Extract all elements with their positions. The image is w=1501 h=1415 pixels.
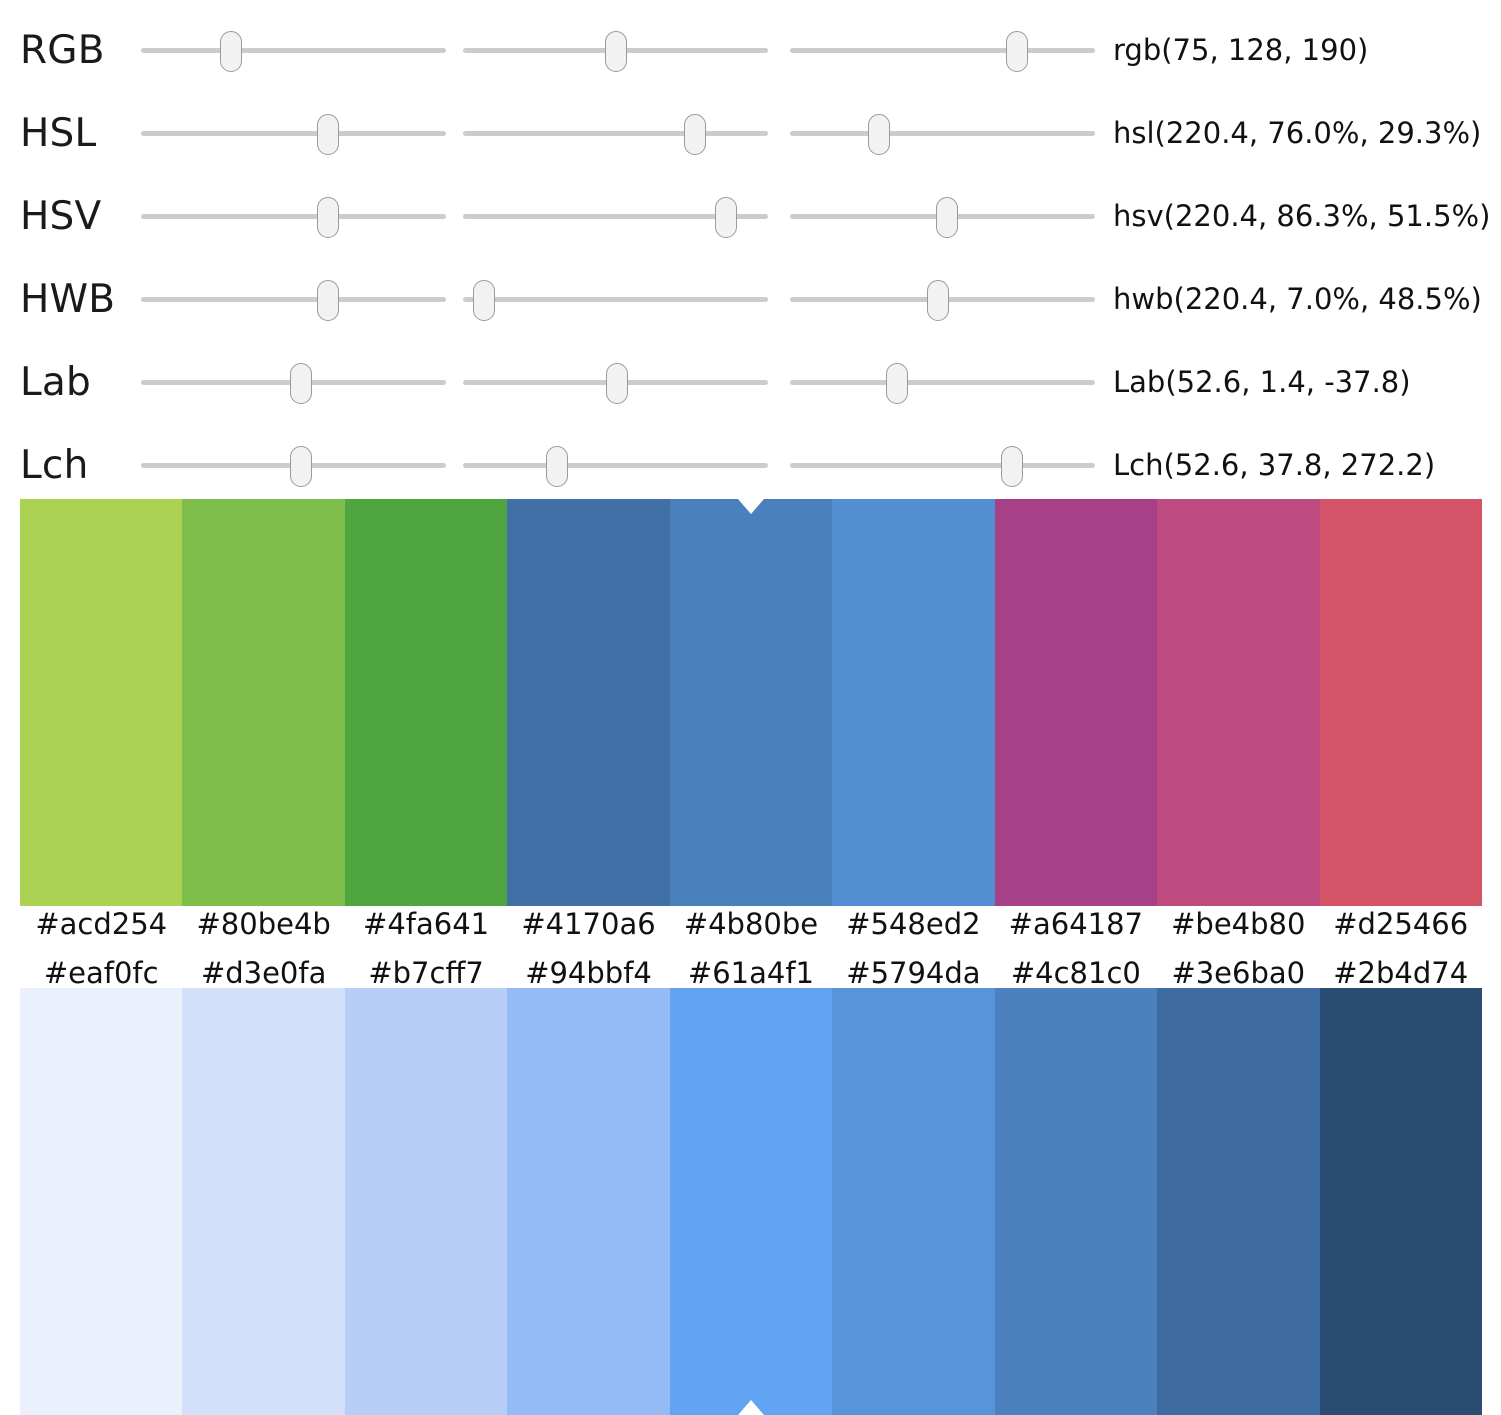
slider-track-rgb-blue[interactable] [790,48,1095,53]
color-swatch[interactable] [344,499,508,906]
slider-thumb-lch-chroma[interactable] [545,446,568,487]
slider-thumb-hsv-saturation[interactable] [715,197,738,238]
color-swatch[interactable] [1319,499,1482,906]
slider-track-hsl-saturation[interactable] [463,131,768,136]
slider-thumb-lch-hue[interactable] [1001,446,1024,487]
slider-track-lab-b[interactable] [790,380,1095,385]
slider-row-hwb: HWB hwb(220.4, 7.0%, 48.5%) [0,258,1501,341]
color-swatch[interactable] [669,988,833,1415]
color-swatch[interactable] [994,499,1158,906]
slider-row-label-lab: Lab [20,360,91,405]
slider-thumb-rgb-blue[interactable] [1006,31,1029,72]
swatch-hex-label: #d25466 [1333,907,1469,941]
swatch-hex-label: #be4b80 [1171,907,1306,941]
slider-row-label-rgb: RGB [20,28,105,73]
slider-thumb-lab-lightness[interactable] [290,363,313,404]
slider-row-label-lch: Lch [20,443,89,488]
slider-track-rgb-red[interactable] [141,48,446,53]
slider-track-hwb-whiteness[interactable] [463,297,768,302]
slider-thumb-lab-b[interactable] [886,363,909,404]
swatch-hex-label: #4c81c0 [1010,956,1141,990]
swatch-hex-label: #4b80be [683,907,819,941]
slider-thumb-hsv-hue[interactable] [316,197,339,238]
slider-thumb-hsv-value[interactable] [936,197,959,238]
color-value-rgb: rgb(75, 128, 190) [1113,33,1369,67]
color-swatch[interactable] [832,499,995,906]
swatch-hex-label: #a64187 [1008,907,1143,941]
slider-row-hsl: HSL hsl(220.4, 76.0%, 29.3%) [0,92,1501,175]
slider-thumb-lab-a[interactable] [606,363,629,404]
color-value-hsv: hsv(220.4, 86.3%, 51.5%) [1113,199,1491,233]
color-value-lch: Lch(52.6, 37.8, 272.2) [1113,448,1436,482]
color-swatch[interactable] [20,988,183,1415]
color-swatch[interactable] [1157,499,1320,906]
swatch-hex-label: #b7cff7 [368,956,484,990]
color-swatch[interactable] [507,988,670,1415]
hue-scale-hex-labels: #acd254 #80be4b #4fa641 #4170a6 #4b80be #548e… [20,902,1482,946]
slider-row-hsv: HSV hsv(220.4, 86.3%, 51.5%) [0,175,1501,258]
color-swatch[interactable] [344,988,508,1415]
swatch-hex-label: #548ed2 [846,907,981,941]
slider-row-label-hsl: HSL [20,111,97,156]
color-value-hwb: hwb(220.4, 7.0%, 48.5%) [1113,282,1482,316]
slider-thumb-hsl-hue[interactable] [316,114,339,155]
swatch-hex-label: #eaf0fc [43,956,159,990]
swatch-hex-label: #2b4d74 [1333,956,1469,990]
color-model-slider-panel: RGB rgb(75, 128, 190) HSL hsl(220.4, 76.0%,… [0,0,1501,499]
swatch-hex-label: #94bbf4 [525,956,652,990]
slider-row-lch: Lch Lch(52.6, 37.8, 272.2) [0,424,1501,507]
color-value-lab: Lab(52.6, 1.4, -37.8) [1113,365,1411,399]
slider-row-rgb: RGB rgb(75, 128, 190) [0,9,1501,92]
slider-thumb-hwb-hue[interactable] [316,280,339,321]
color-swatch[interactable] [832,988,995,1415]
slider-thumb-rgb-red[interactable] [219,31,242,72]
slider-thumb-rgb-green[interactable] [605,31,628,72]
slider-track-hwb-hue[interactable] [141,297,446,302]
slider-row-label-hsv: HSV [20,194,102,239]
swatch-hex-label: #80be4b [196,907,331,941]
slider-track-hsl-hue[interactable] [141,131,446,136]
color-swatch[interactable] [1319,988,1482,1415]
color-swatch[interactable] [507,499,670,906]
slider-track-hsv-saturation[interactable] [463,214,768,219]
slider-row-label-hwb: HWB [20,277,116,322]
slider-track-lch-chroma[interactable] [463,463,768,468]
hue-scale-band [20,499,1482,906]
slider-row-lab: Lab Lab(52.6, 1.4, -37.8) [0,341,1501,424]
swatch-hex-label: #4170a6 [521,907,656,941]
slider-track-lch-hue[interactable] [790,463,1095,468]
slider-thumb-hsl-lightness[interactable] [868,114,891,155]
slider-thumb-hwb-whiteness[interactable] [473,280,496,321]
color-swatch[interactable] [182,499,345,906]
swatch-hex-label: #5794da [846,956,981,990]
slider-thumb-lch-lightness[interactable] [290,446,313,487]
swatch-hex-label: #4fa641 [363,907,490,941]
swatch-hex-label: #3e6ba0 [1171,956,1306,990]
slider-track-hsv-hue[interactable] [141,214,446,219]
color-value-hsl: hsl(220.4, 76.0%, 29.3%) [1113,116,1482,150]
color-swatch[interactable] [182,988,345,1415]
color-swatch[interactable] [1157,988,1320,1415]
color-swatch[interactable] [20,499,183,906]
selected-swatch-marker-icon [737,499,764,514]
slider-thumb-hwb-blackness[interactable] [926,280,949,321]
swatch-hex-label: #acd254 [35,907,168,941]
color-swatch[interactable] [669,499,833,906]
color-swatch[interactable] [994,988,1158,1415]
slider-thumb-hsl-saturation[interactable] [683,114,706,155]
lightness-scale-band [20,988,1482,1415]
slider-track-hsl-lightness[interactable] [790,131,1095,136]
lightness-scale-hex-labels: #eaf0fc #d3e0fa #b7cff7 #94bbf4 #61a4f1 #5794… [20,951,1482,995]
selected-swatch-marker-icon [737,1400,764,1415]
swatch-hex-label: #61a4f1 [687,956,815,990]
swatch-hex-label: #d3e0fa [200,956,327,990]
